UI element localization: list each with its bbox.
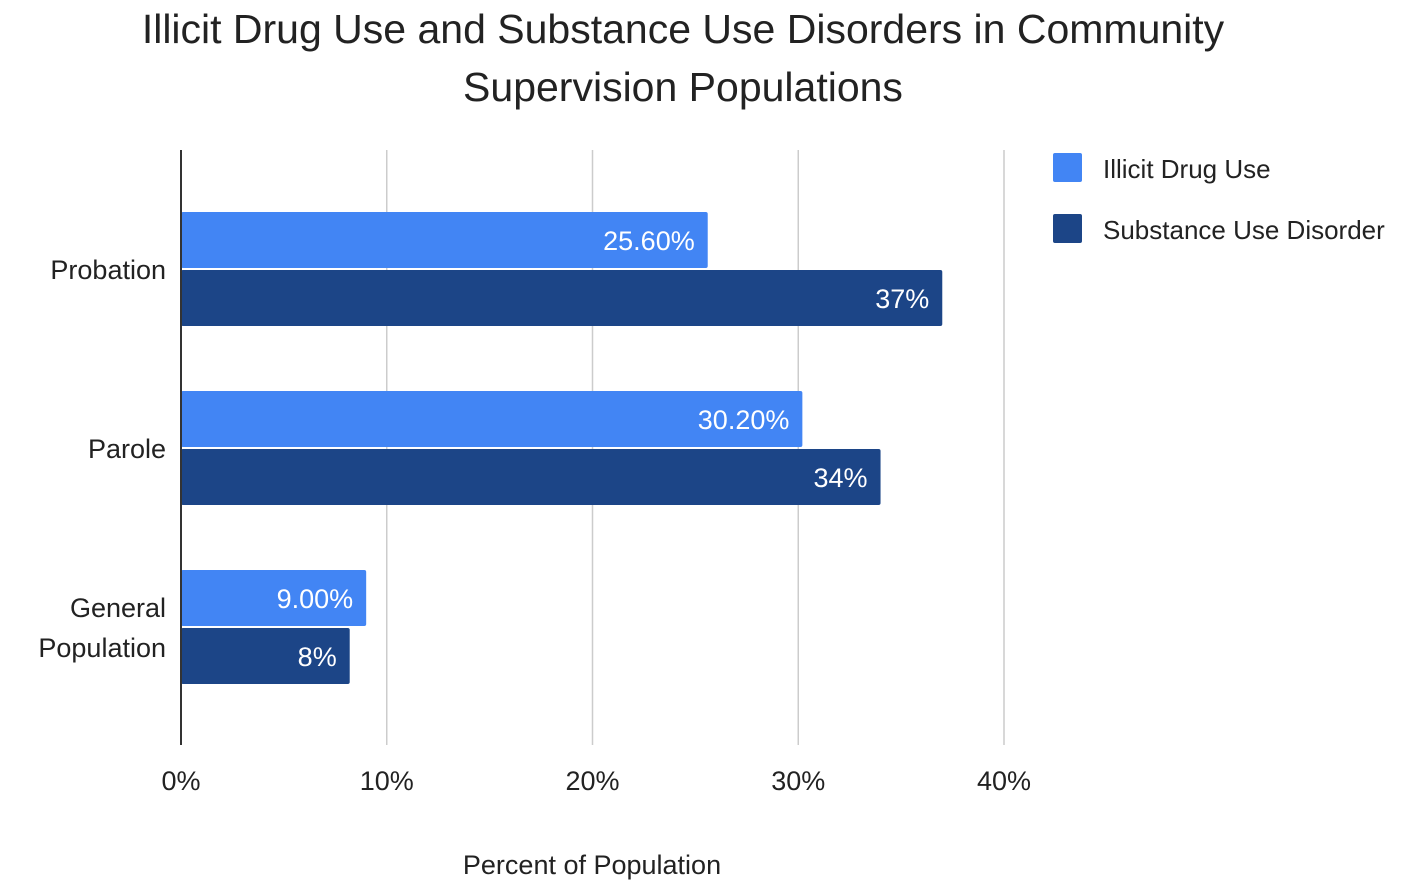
- bar-0-1: [181, 391, 803, 447]
- bar-0-0: [181, 212, 708, 268]
- bar-1-2: [181, 628, 350, 684]
- data-label-0-0: 25.60%: [603, 226, 695, 256]
- x-tick-label-2: 20%: [565, 766, 619, 796]
- chart-title-line-1: Illicit Drug Use and Substance Use Disor…: [141, 6, 1225, 52]
- data-label-1-2: 8%: [298, 642, 337, 672]
- bar-0-2: [181, 570, 367, 626]
- legend-label-0: Illicit Drug Use: [1103, 154, 1271, 184]
- category-label-2-1: Population: [38, 633, 166, 663]
- chart-title-line-2: Supervision Populations: [463, 64, 903, 110]
- legend-swatch-1: [1053, 214, 1082, 243]
- category-label-1: Parole: [88, 434, 166, 464]
- legend-label-1: Substance Use Disorder: [1103, 215, 1385, 245]
- category-label-0: Probation: [50, 255, 166, 285]
- data-label-1-0: 37%: [875, 284, 929, 314]
- x-tick-label-3: 30%: [771, 766, 825, 796]
- data-label-0-2: 9.00%: [277, 584, 354, 614]
- x-axis-title: Percent of Population: [463, 850, 721, 880]
- bar-1-1: [181, 449, 881, 505]
- x-tick-label-4: 40%: [977, 766, 1031, 796]
- data-label-1-1: 34%: [814, 463, 868, 493]
- bar-1-0: [181, 270, 943, 326]
- data-label-0-1: 30.20%: [698, 405, 790, 435]
- x-tick-label-0: 0%: [161, 766, 200, 796]
- legend-swatch-0: [1053, 153, 1082, 182]
- category-label-2-0: General: [70, 593, 166, 623]
- x-tick-label-1: 10%: [360, 766, 414, 796]
